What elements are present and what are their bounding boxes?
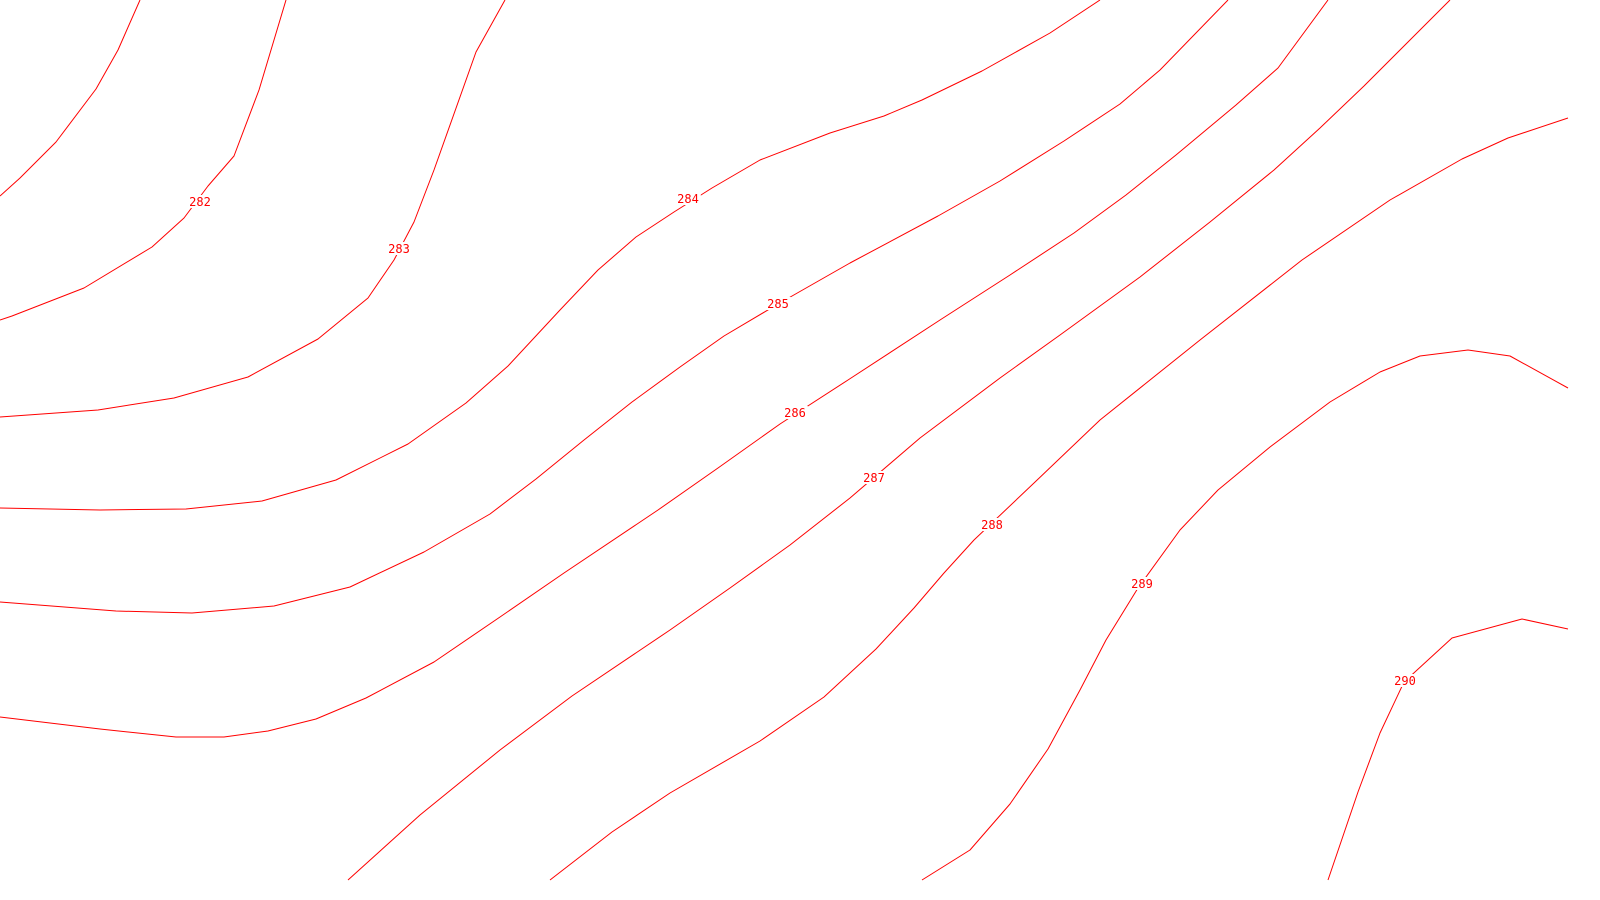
contour-label-282: 282 [189, 195, 211, 209]
contour-label-285: 285 [767, 297, 789, 311]
contour-label-background [675, 192, 701, 205]
contour-line-287 [347, 0, 1451, 881]
contour-label-284: 284 [677, 192, 699, 206]
contour-label-289: 289 [1131, 577, 1153, 591]
contour-label-283: 283 [388, 242, 410, 256]
contour-label-background [765, 297, 791, 310]
contour-label-background [861, 471, 887, 484]
contour-line-288 [549, 117, 1569, 881]
contour-label-background [1129, 577, 1155, 590]
contour-line-282-2 [0, 0, 287, 321]
contour-line-286 [0, 0, 1329, 738]
contour-label-background [782, 406, 808, 419]
contour-labels: 282 283 284 285 286 287 288 289 290 [187, 192, 1418, 688]
contour-line-283 [0, 0, 506, 418]
contour-label-286: 286 [784, 406, 806, 420]
contour-line-289 [921, 349, 1569, 881]
contour-line-284 [0, 0, 1101, 511]
contour-lines [0, 0, 1569, 881]
contour-label-288: 288 [981, 518, 1003, 532]
contour-label-background [979, 518, 1005, 531]
contour-label-290: 290 [1394, 674, 1416, 688]
contour-label-287: 287 [863, 471, 885, 485]
contour-label-background [187, 195, 213, 208]
contour-line-285 [0, 0, 1229, 614]
contour-line-282-1 [0, 0, 141, 197]
contour-label-background [1392, 674, 1418, 687]
contour-label-background [386, 242, 412, 255]
